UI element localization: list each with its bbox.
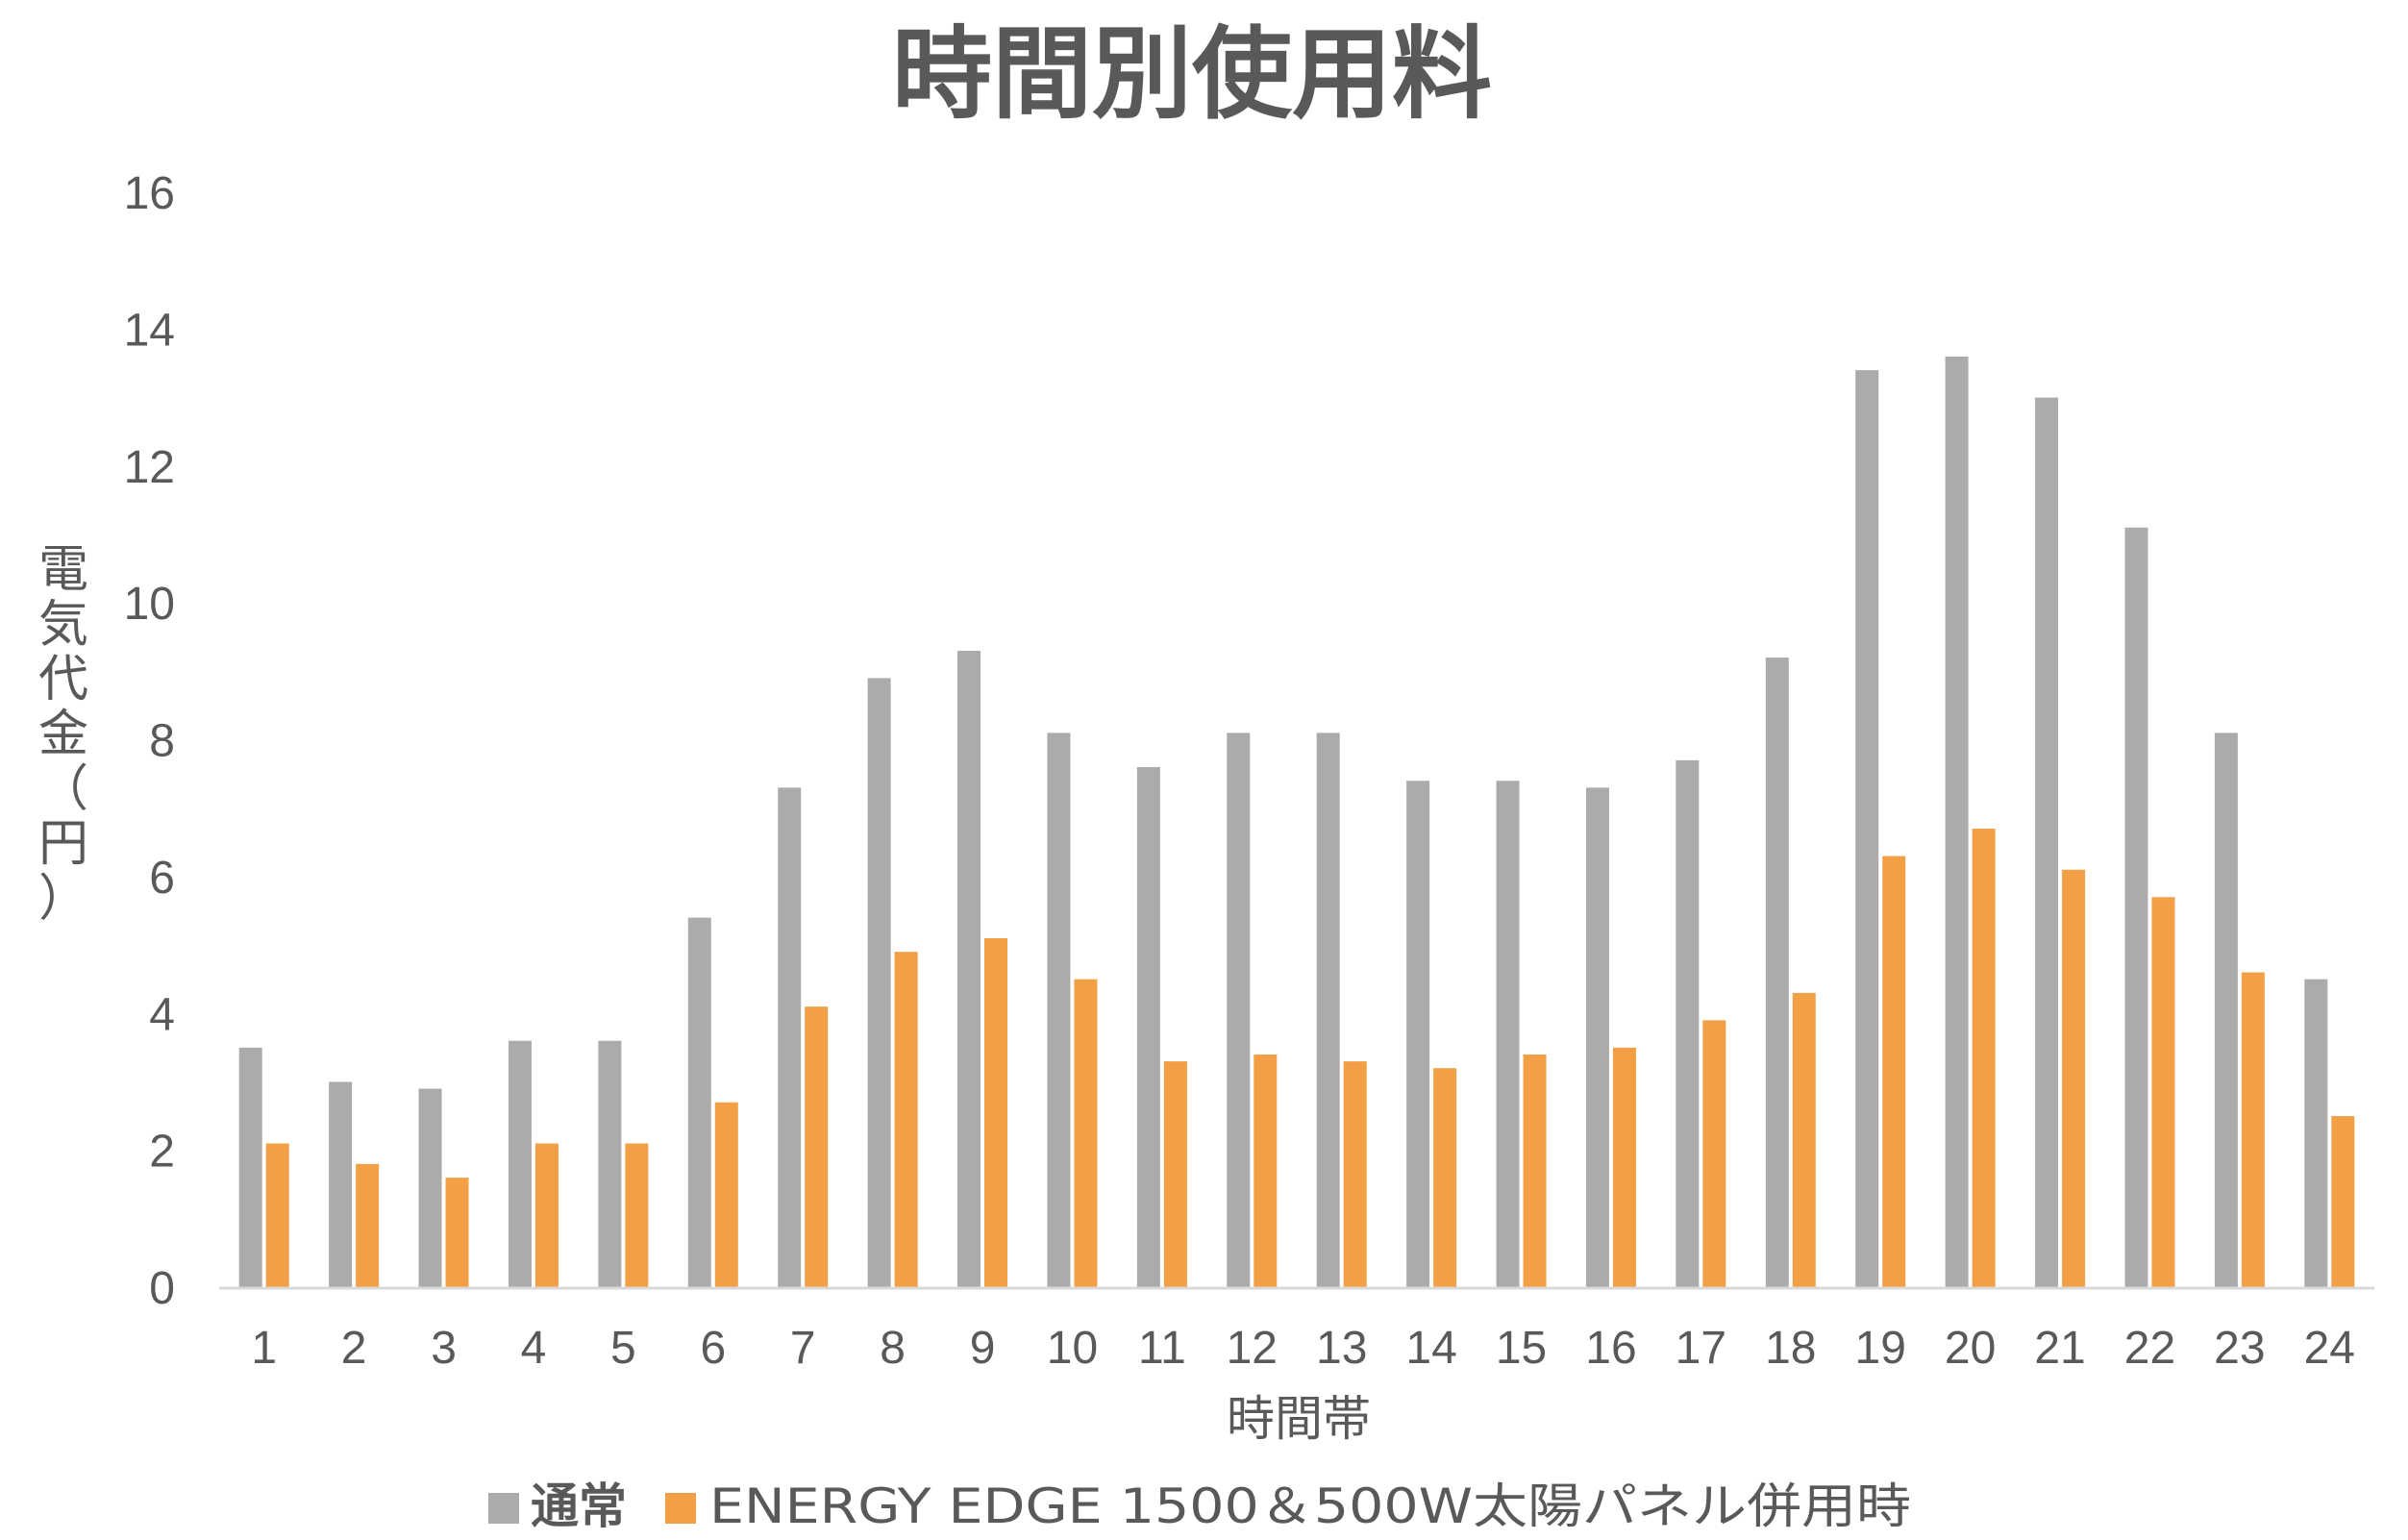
bar-normal-10 (1047, 733, 1071, 1287)
x-tick-label: 17 (1676, 1323, 1726, 1374)
bar-normal-9 (957, 650, 981, 1287)
x-tick-label: 5 (610, 1323, 636, 1374)
bar-normal-16 (1585, 787, 1609, 1287)
bar-energy-edge-2 (356, 1163, 380, 1287)
bar-normal-21 (2035, 397, 2059, 1287)
x-tick-label: 4 (521, 1323, 547, 1374)
bar-energy-edge-22 (2151, 897, 2175, 1287)
bar-normal-2 (329, 1081, 353, 1287)
bar-normal-17 (1676, 759, 1700, 1287)
x-tick-label: 7 (790, 1323, 816, 1374)
bar-energy-edge-6 (714, 1102, 738, 1287)
y-axis-title: 電気代金（円） (38, 541, 88, 928)
bar-normal-15 (1496, 781, 1520, 1287)
bar-normal-4 (508, 1040, 532, 1287)
bar-normal-14 (1406, 781, 1430, 1287)
x-tick-label: 1 (251, 1323, 277, 1374)
bar-energy-edge-1 (265, 1143, 289, 1287)
x-tick-label: 21 (2034, 1323, 2085, 1374)
bar-normal-11 (1136, 766, 1160, 1287)
bar-normal-6 (687, 917, 711, 1287)
bar-energy-edge-3 (445, 1178, 469, 1287)
x-tick-label: 15 (1496, 1323, 1547, 1374)
bar-normal-3 (418, 1088, 442, 1287)
y-tick-label: 2 (149, 1127, 175, 1178)
bar-normal-13 (1316, 733, 1340, 1287)
y-axis-title-text: 電気代金（円） (38, 541, 88, 928)
bar-energy-edge-18 (1792, 992, 1816, 1287)
x-tick-label: 18 (1765, 1323, 1816, 1374)
x-tick-label: 16 (1585, 1323, 1636, 1374)
legend-swatch-energy-edge (665, 1493, 696, 1524)
bar-normal-12 (1227, 733, 1251, 1287)
x-tick-label: 2 (341, 1323, 367, 1374)
bar-energy-edge-20 (1972, 829, 1996, 1287)
bar-energy-edge-4 (534, 1143, 559, 1287)
bar-energy-edge-8 (894, 952, 918, 1287)
y-tick-label: 8 (149, 716, 175, 767)
x-tick-label: 3 (431, 1323, 457, 1374)
y-tick-label: 6 (149, 853, 175, 904)
bar-energy-edge-21 (2062, 869, 2086, 1287)
bar-energy-edge-13 (1343, 1061, 1367, 1287)
bar-energy-edge-7 (805, 1006, 829, 1287)
x-tick-label: 22 (2124, 1323, 2175, 1374)
bar-energy-edge-11 (1163, 1061, 1187, 1287)
y-tick-label: 4 (149, 989, 175, 1040)
bar-normal-1 (238, 1047, 262, 1287)
bar-energy-edge-5 (625, 1143, 649, 1287)
legend-label-energy-edge: ENERGY EDGE 1500＆500W太陽パネル併用時 (709, 1478, 1911, 1534)
x-tick-label: 13 (1316, 1323, 1367, 1374)
bar-normal-19 (1855, 370, 1879, 1287)
bar-normal-5 (598, 1040, 622, 1287)
x-tick-label: 11 (1138, 1323, 1186, 1374)
bar-energy-edge-16 (1612, 1047, 1636, 1287)
bar-normal-18 (1765, 658, 1789, 1287)
bar-energy-edge-19 (1882, 856, 1906, 1287)
bar-normal-22 (2124, 527, 2148, 1287)
y-tick-label: 14 (124, 305, 175, 356)
bar-energy-edge-24 (2331, 1116, 2355, 1287)
legend: 通常 ENERGY EDGE 1500＆500W太陽パネル併用時 (488, 1478, 1911, 1534)
x-axis-title: 時間帯 (1227, 1391, 1371, 1447)
x-tick-label: 20 (1945, 1323, 1996, 1374)
x-tick-label: 6 (700, 1323, 726, 1374)
x-tick-label: 14 (1405, 1323, 1456, 1374)
x-tick-label: 12 (1227, 1323, 1278, 1374)
bar-energy-edge-10 (1074, 979, 1098, 1287)
x-tick-label: 19 (1855, 1323, 1906, 1374)
legend-swatch-normal (488, 1493, 519, 1524)
bar-energy-edge-17 (1702, 1020, 1726, 1287)
y-axis-ticks: 0 2 4 6 8 10 12 14 16 (124, 168, 175, 1314)
y-tick-label: 16 (124, 168, 175, 219)
y-tick-label: 0 (149, 1263, 175, 1314)
x-axis-ticks: 1 2 3 4 5 6 7 8 9 10 11 12 13 14 15 16 17 18 19 20 21 22 23 24 (251, 1323, 2355, 1374)
bars (238, 356, 2355, 1288)
bar-normal-8 (867, 678, 891, 1287)
x-tick-label: 8 (880, 1323, 906, 1374)
bar-normal-20 (1945, 356, 1969, 1288)
bar-normal-23 (2214, 733, 2238, 1287)
x-tick-label: 23 (2214, 1323, 2265, 1374)
bar-energy-edge-23 (2241, 972, 2265, 1287)
bar-energy-edge-14 (1433, 1068, 1457, 1287)
x-tick-label: 24 (2304, 1323, 2355, 1374)
bar-normal-24 (2304, 979, 2328, 1287)
bar-energy-edge-15 (1523, 1054, 1547, 1287)
bar-energy-edge-12 (1254, 1054, 1278, 1287)
y-tick-label: 12 (124, 442, 175, 493)
bar-normal-7 (778, 787, 802, 1287)
x-tick-label: 10 (1047, 1323, 1098, 1374)
legend-label-normal: 通常 (531, 1478, 627, 1534)
bar-energy-edge-9 (984, 937, 1008, 1287)
x-tick-label: 9 (970, 1323, 996, 1374)
chart-title: 時間別使用料 (892, 15, 1492, 133)
y-tick-label: 10 (124, 579, 175, 630)
